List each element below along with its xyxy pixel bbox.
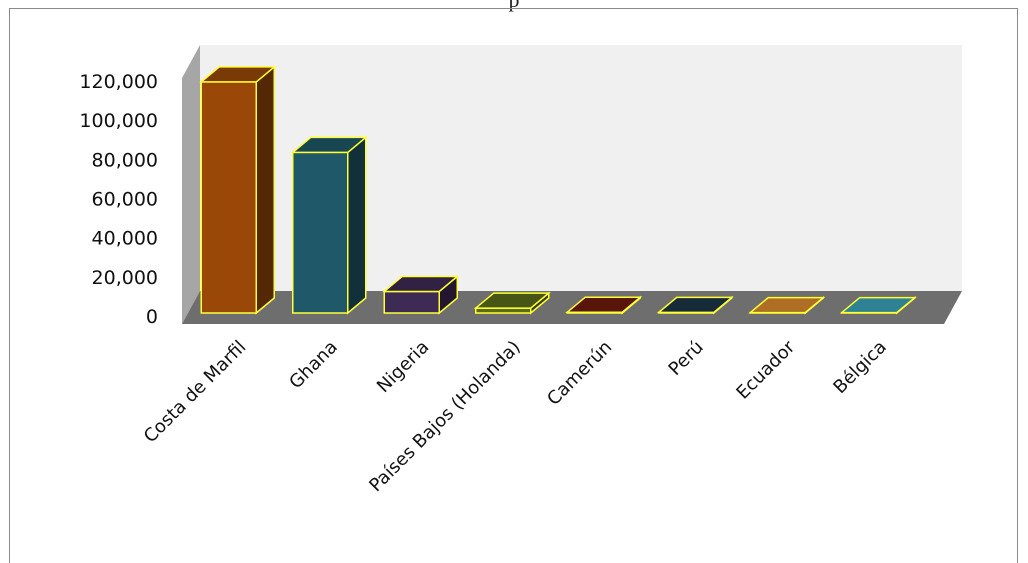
bar-front — [292, 151, 349, 314]
bar-top — [290, 136, 368, 154]
bar-front — [200, 81, 257, 314]
x-category-label: Camerún — [543, 337, 616, 410]
y-tick-label: 0 — [146, 306, 158, 328]
bar — [748, 296, 826, 315]
bar — [473, 291, 551, 315]
y-tick-label: 20,000 — [92, 267, 158, 289]
bar-top — [839, 296, 917, 314]
bar-top — [656, 296, 734, 314]
bar-top — [382, 275, 460, 293]
bar — [565, 295, 643, 315]
y-tick-label: 80,000 — [92, 149, 158, 171]
top-text: p — [0, 0, 1028, 13]
x-category-label: Perú — [665, 337, 708, 380]
bar-top — [473, 292, 551, 309]
x-category-label: Costa de Marfil — [140, 337, 251, 448]
x-category-label: Nigeria — [373, 337, 433, 397]
bar — [290, 135, 368, 315]
chart-frame — [9, 8, 1018, 563]
bar-side — [255, 65, 275, 315]
side-wall — [182, 45, 200, 324]
bar — [382, 274, 460, 315]
y-tick-label: 60,000 — [92, 189, 158, 211]
bar-side — [347, 135, 367, 315]
y-tick-label: 100,000 — [79, 110, 158, 132]
bar — [839, 296, 917, 315]
y-tick-label: 40,000 — [92, 228, 158, 250]
x-category-label: Países Bajos (Holanda) — [365, 337, 525, 497]
bar — [656, 295, 734, 315]
y-tick-label: 120,000 — [79, 71, 158, 93]
x-category-label: Bélgica — [829, 337, 890, 398]
back-wall — [200, 45, 962, 291]
bar-top — [748, 296, 826, 314]
x-category-label: Ecuador — [732, 336, 799, 403]
bar-top — [199, 66, 277, 83]
bar-front — [383, 290, 440, 314]
bar-top — [565, 296, 643, 313]
x-category-label: Ghana — [285, 337, 341, 393]
bar — [199, 65, 277, 315]
